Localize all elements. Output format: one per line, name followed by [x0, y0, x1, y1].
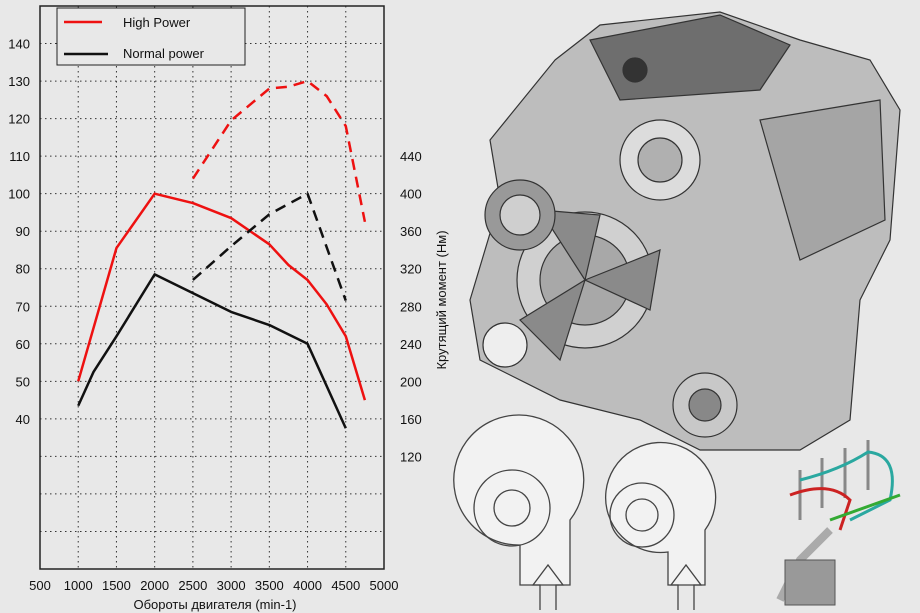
y2-tick-label: 240	[400, 337, 422, 352]
x-tick-label: 3000	[217, 578, 246, 593]
y2-tick-label: 440	[400, 149, 422, 164]
x-tick-label: 2000	[140, 578, 169, 593]
x-tick-label: 500	[29, 578, 51, 593]
fuel-injector-icon	[776, 440, 901, 606]
x-tick-label: 1000	[64, 578, 93, 593]
y-tick-label: 60	[16, 337, 30, 352]
y2-axis-label: Крутящий момент (Нм)	[434, 230, 449, 369]
y-tick-label: 50	[16, 374, 30, 389]
x-tick-label: 4000	[293, 578, 322, 593]
legend: High Power Normal power	[56, 7, 246, 66]
y2-tick-label: 280	[400, 299, 422, 314]
legend-label-normal-power: Normal power	[123, 46, 205, 61]
x-tick-label: 1500	[102, 578, 131, 593]
y2-tick-label: 160	[400, 412, 422, 427]
legend-box	[56, 7, 246, 66]
y-tick-label: 70	[16, 299, 30, 314]
torque-line-3	[192, 192, 347, 302]
engine-icon	[469, 11, 901, 451]
y-tick-label: 80	[16, 262, 30, 277]
x-tick-label: 4500	[331, 578, 360, 593]
turbocharger-icon	[453, 414, 585, 610]
power-line-0	[77, 192, 367, 401]
y-tick-label: 40	[16, 412, 30, 427]
y2-tick-label: 400	[400, 187, 422, 202]
power-line-1	[77, 273, 347, 429]
y-tick-label: 90	[16, 224, 30, 239]
x-tick-label: 5000	[370, 578, 399, 593]
y-tick-label: 120	[8, 112, 30, 127]
plot-frame	[39, 5, 385, 570]
y2-tick-label: 120	[400, 449, 422, 464]
x-tick-label: 3500	[255, 578, 284, 593]
y2-tick-label: 320	[400, 262, 422, 277]
y-tick-label: 130	[8, 74, 30, 89]
grid	[40, 6, 384, 569]
y2-tick-label: 200	[400, 374, 422, 389]
y-tick-label: 110	[9, 149, 30, 164]
turbocharger-icon	[605, 441, 717, 610]
y-tick-label: 100	[8, 187, 30, 202]
legend-label-high-power: High Power	[123, 15, 191, 30]
x-axis-label: Обороты двигателя (min-1)	[133, 597, 296, 612]
y-tick-label: 140	[8, 37, 30, 52]
y2-tick-label: 360	[400, 224, 422, 239]
x-tick-label: 2500	[178, 578, 207, 593]
torque-line-2	[191, 79, 367, 223]
